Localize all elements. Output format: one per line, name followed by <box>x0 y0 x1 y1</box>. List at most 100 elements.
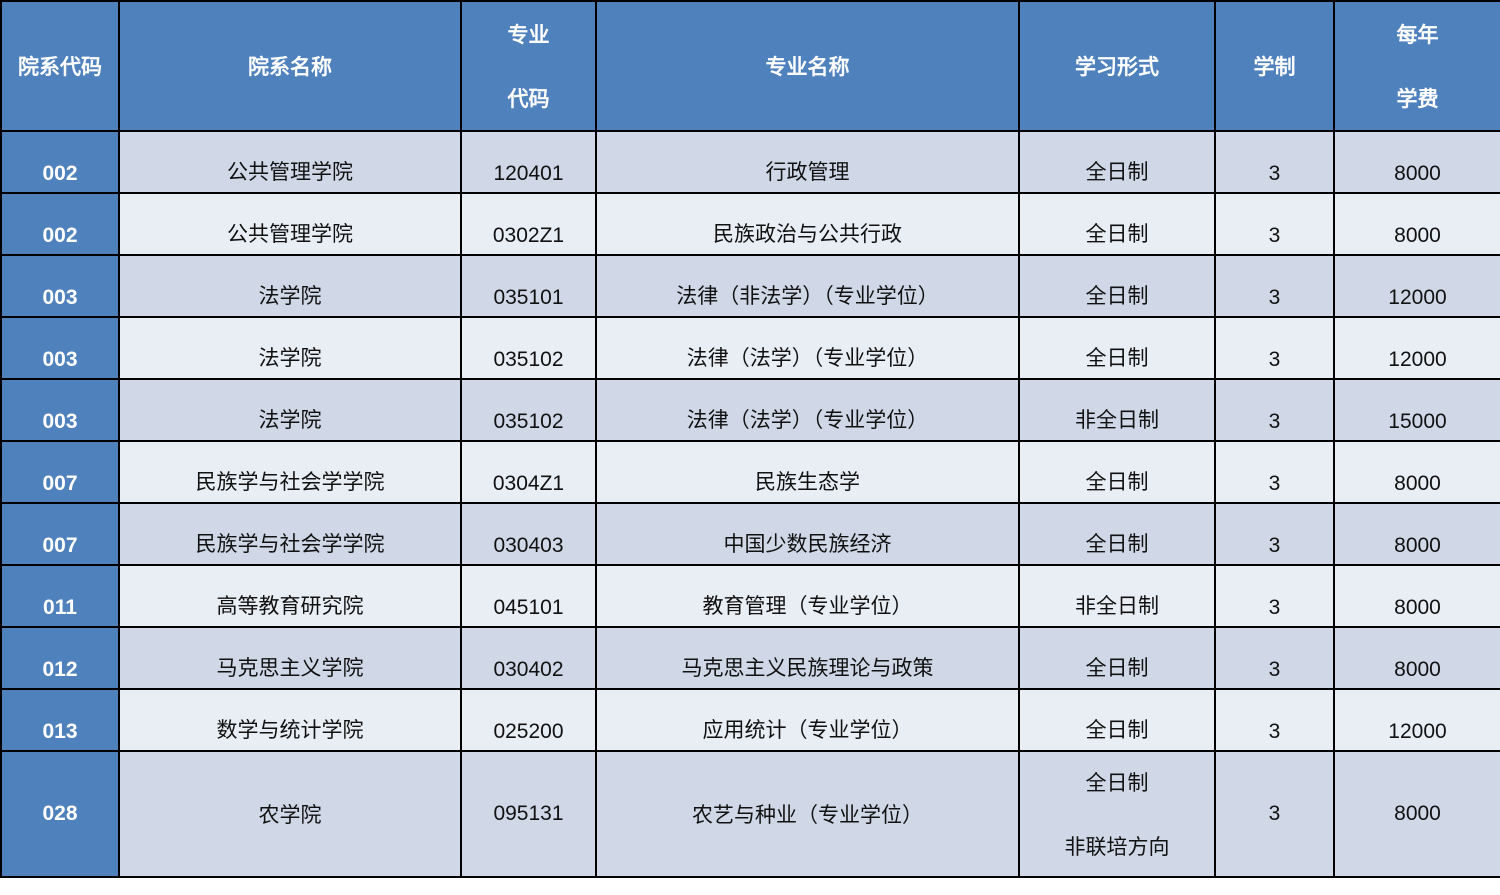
header-dept-name: 院系名称 <box>118 0 462 132</box>
cell-annual-fee: 8000 <box>1333 626 1500 690</box>
cell-major-code: 035102 <box>460 316 597 380</box>
cell-major-name: 农艺与种业（专业学位） <box>595 750 1020 878</box>
cell-duration: 3 <box>1214 130 1335 194</box>
cell-major-code: 0304Z1 <box>460 440 597 504</box>
header-row: 院系代码 院系名称 专业代码 专业名称 学习形式 学制 每年学费 <box>0 0 1500 132</box>
cell-duration: 3 <box>1214 378 1335 442</box>
cell-study-mode: 全日制 <box>1018 192 1216 256</box>
table-row: 003 法学院 035101 法律（非法学）（专业学位） 全日制 3 12000 <box>0 254 1500 318</box>
header-duration: 学制 <box>1214 0 1335 132</box>
cell-study-mode: 全日制 <box>1018 626 1216 690</box>
header-annual-fee-line2: 学费 <box>1396 87 1439 111</box>
cell-dept-name: 法学院 <box>118 254 462 318</box>
study-mode-line2: 非联培方向 <box>1064 835 1170 859</box>
cell-duration: 3 <box>1214 192 1335 256</box>
cell-dept-name: 民族学与社会学学院 <box>118 440 462 504</box>
cell-major-name: 中国少数民族经济 <box>595 502 1020 566</box>
cell-duration: 3 <box>1214 626 1335 690</box>
cell-study-mode: 全日制 非联培方向 <box>1018 750 1216 878</box>
cell-dept-code: 028 <box>0 750 120 878</box>
cell-dept-name: 农学院 <box>118 750 462 878</box>
cell-dept-code: 003 <box>0 254 120 318</box>
cell-duration: 3 <box>1214 254 1335 318</box>
header-annual-fee: 每年 学费 <box>1333 0 1500 132</box>
cell-annual-fee: 12000 <box>1333 254 1500 318</box>
table-row: 007 民族学与社会学学院 0304Z1 民族生态学 全日制 3 8000 <box>0 440 1500 504</box>
cell-dept-code: 011 <box>0 564 120 628</box>
cell-duration: 3 <box>1214 750 1335 878</box>
cell-major-code: 035101 <box>460 254 597 318</box>
table-row: 002 公共管理学院 0302Z1 民族政治与公共行政 全日制 3 8000 <box>0 192 1500 256</box>
cell-major-name: 教育管理（专业学位） <box>595 564 1020 628</box>
table-row: 028 农学院 095131 农艺与种业（专业学位） 全日制非联培方向 3 80… <box>0 750 1500 878</box>
cell-major-name: 民族政治与公共行政 <box>595 192 1020 256</box>
cell-dept-code: 003 <box>0 316 120 380</box>
cell-duration: 3 <box>1214 564 1335 628</box>
cell-duration: 3 <box>1214 316 1335 380</box>
cell-major-code: 030403 <box>460 502 597 566</box>
header-major-code-line1: 专业 <box>507 23 550 47</box>
cell-dept-name: 民族学与社会学学院 <box>118 502 462 566</box>
cell-duration: 3 <box>1214 688 1335 752</box>
study-mode-line1: 全日制 <box>1085 771 1149 795</box>
cell-annual-fee: 8000 <box>1333 192 1500 256</box>
cell-dept-name: 公共管理学院 <box>118 130 462 194</box>
cell-dept-code: 007 <box>0 502 120 566</box>
cell-dept-name: 马克思主义学院 <box>118 626 462 690</box>
cell-major-name: 应用统计（专业学位） <box>595 688 1020 752</box>
cell-dept-code: 012 <box>0 626 120 690</box>
cell-annual-fee: 12000 <box>1333 316 1500 380</box>
cell-study-mode: 非全日制 <box>1018 564 1216 628</box>
header-major-code-line2: 代码 <box>507 87 550 111</box>
cell-major-name: 民族生态学 <box>595 440 1020 504</box>
cell-study-mode: 全日制 <box>1018 316 1216 380</box>
cell-annual-fee: 8000 <box>1333 440 1500 504</box>
cell-study-mode: 全日制 <box>1018 254 1216 318</box>
cell-dept-name: 高等教育研究院 <box>118 564 462 628</box>
cell-major-name: 法律（法学）（专业学位） <box>595 378 1020 442</box>
cell-annual-fee: 8000 <box>1333 750 1500 878</box>
table-row: 003 法学院 035102 法律（法学）（专业学位） 非全日制 3 15000 <box>0 378 1500 442</box>
cell-major-name: 行政管理 <box>595 130 1020 194</box>
cell-major-code: 0302Z1 <box>460 192 597 256</box>
header-dept-code: 院系代码 <box>0 0 120 132</box>
cell-major-code: 025200 <box>460 688 597 752</box>
cell-study-mode: 全日制 <box>1018 440 1216 504</box>
cell-dept-code: 007 <box>0 440 120 504</box>
cell-major-code: 120401 <box>460 130 597 194</box>
table-row: 011 高等教育研究院 045101 教育管理（专业学位） 非全日制 3 8000 <box>0 564 1500 628</box>
cell-dept-code: 003 <box>0 378 120 442</box>
table-row: 003 法学院 035102 法律（法学）（专业学位） 全日制 3 12000 <box>0 316 1500 380</box>
table-row: 007 民族学与社会学学院 030403 中国少数民族经济 全日制 3 8000 <box>0 502 1500 566</box>
cell-annual-fee: 8000 <box>1333 564 1500 628</box>
cell-dept-code: 002 <box>0 130 120 194</box>
cell-study-mode: 全日制 <box>1018 502 1216 566</box>
table-row: 012 马克思主义学院 030402 马克思主义民族理论与政策 全日制 3 8000 <box>0 626 1500 690</box>
cell-major-code: 045101 <box>460 564 597 628</box>
cell-dept-name: 数学与统计学院 <box>118 688 462 752</box>
header-major-name: 专业名称 <box>595 0 1020 132</box>
cell-duration: 3 <box>1214 440 1335 504</box>
cell-dept-name: 法学院 <box>118 316 462 380</box>
cell-major-name: 马克思主义民族理论与政策 <box>595 626 1020 690</box>
cell-annual-fee: 12000 <box>1333 688 1500 752</box>
cell-annual-fee: 8000 <box>1333 502 1500 566</box>
cell-major-code: 035102 <box>460 378 597 442</box>
cell-study-mode: 非全日制 <box>1018 378 1216 442</box>
cell-annual-fee: 8000 <box>1333 130 1500 194</box>
cell-major-name: 法律（非法学）（专业学位） <box>595 254 1020 318</box>
cell-major-code: 095131 <box>460 750 597 878</box>
cell-annual-fee: 15000 <box>1333 378 1500 442</box>
cell-study-mode: 全日制 <box>1018 130 1216 194</box>
cell-dept-code: 002 <box>0 192 120 256</box>
table-row: 002 公共管理学院 120401 行政管理 全日制 3 8000 <box>0 130 1500 194</box>
cell-dept-name: 公共管理学院 <box>118 192 462 256</box>
header-major-code: 专业 代码 <box>460 0 597 132</box>
cell-study-mode: 全日制 <box>1018 688 1216 752</box>
header-annual-fee-line1: 每年 <box>1396 23 1439 47</box>
cell-major-code: 030402 <box>460 626 597 690</box>
cell-dept-name: 法学院 <box>118 378 462 442</box>
cell-dept-code: 013 <box>0 688 120 752</box>
header-study-mode: 学习形式 <box>1018 0 1216 132</box>
